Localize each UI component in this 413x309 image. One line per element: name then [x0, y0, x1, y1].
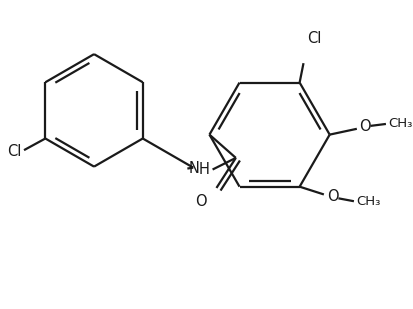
Text: CH₃: CH₃ — [387, 117, 411, 130]
Text: O: O — [326, 189, 337, 204]
Text: O: O — [195, 194, 206, 209]
Text: Cl: Cl — [306, 31, 321, 46]
Text: CH₃: CH₃ — [355, 195, 379, 208]
Text: O: O — [358, 119, 370, 134]
Text: N: N — [188, 161, 199, 176]
Text: H: H — [199, 162, 209, 177]
Text: Cl: Cl — [7, 144, 21, 159]
